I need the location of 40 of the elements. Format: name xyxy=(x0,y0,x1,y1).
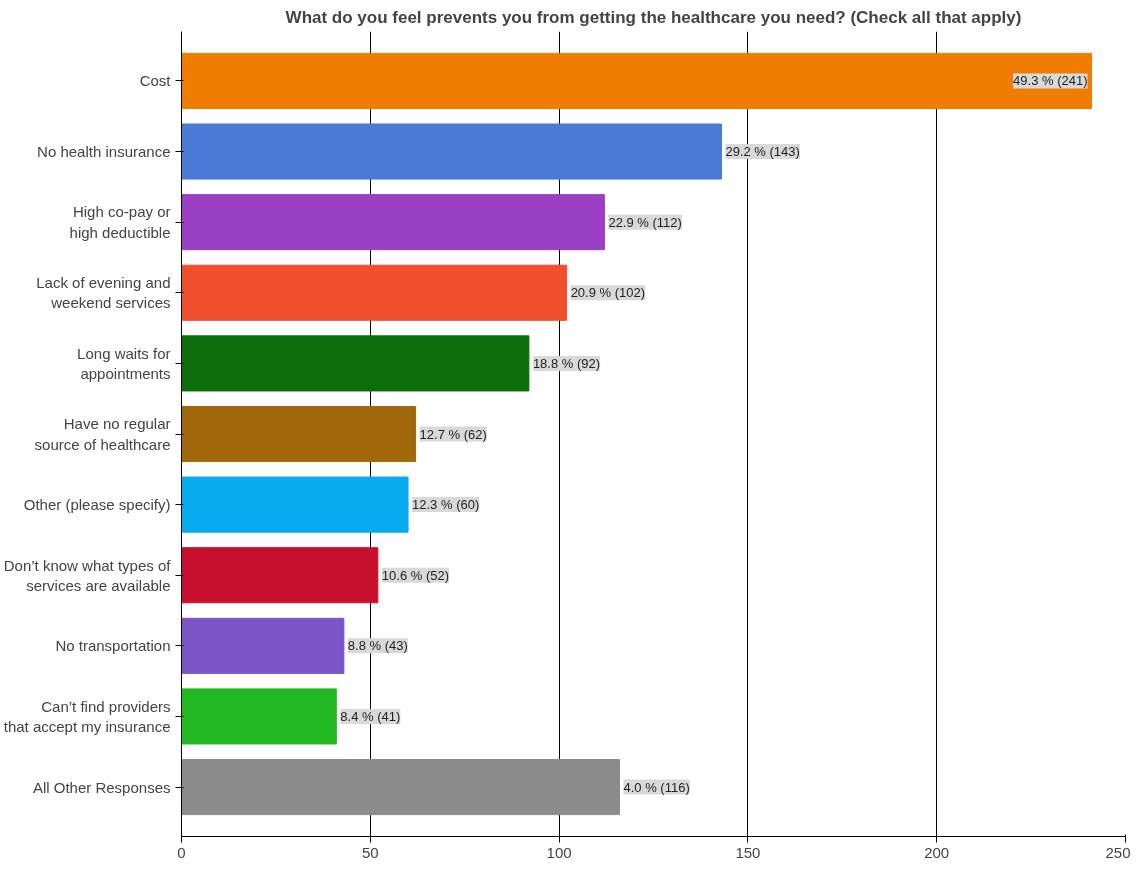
bar xyxy=(181,759,621,816)
y-tick-label: Long waits for appointments xyxy=(77,344,171,383)
bar xyxy=(181,547,379,604)
data-label: 22.9 % (112) xyxy=(608,214,682,230)
bar xyxy=(181,123,722,180)
data-label: 29.2 % (143) xyxy=(725,144,800,160)
data-label: 20.9 % (102) xyxy=(570,285,646,301)
data-label: 4.0 % (116) xyxy=(623,779,690,795)
y-tick-label: All Other Responses xyxy=(32,778,171,796)
y-tick-label: No transportation xyxy=(55,637,171,655)
bar xyxy=(181,405,417,463)
y-tick-label: Lack of evening and weekend services xyxy=(36,274,171,312)
y-tick-label: High co-pay or high deductible xyxy=(69,203,171,241)
x-tick-label: 150 xyxy=(735,843,761,861)
bar xyxy=(181,52,1093,109)
x-tick-label: 200 xyxy=(924,843,950,861)
data-label: 18.8 % (92) xyxy=(532,355,601,371)
bar xyxy=(181,688,337,745)
data-label: 49.3 % (241) xyxy=(1013,73,1088,89)
bar xyxy=(181,617,345,674)
x-tick-label: 100 xyxy=(546,843,572,861)
bar xyxy=(181,335,530,392)
bar xyxy=(181,194,605,251)
data-label: 10.6 % (52) xyxy=(381,567,450,583)
y-tick-label: No health insurance xyxy=(37,143,171,161)
y-tick-label: Can’t find providers that accept my insurance xyxy=(3,697,171,736)
x-tick-label: 0 xyxy=(177,843,186,861)
data-label: 8.4 % (41) xyxy=(340,708,401,724)
data-label: 8.8 % (43) xyxy=(347,638,408,654)
y-tick-label: Other (please specify) xyxy=(23,496,171,514)
bar xyxy=(181,264,568,321)
x-tick-label: 250 xyxy=(1105,843,1131,861)
data-label: 12.7 % (62) xyxy=(419,426,487,442)
y-tick-label: Have no regular source of healthcare xyxy=(34,415,171,453)
y-tick-label: Cost xyxy=(139,72,172,90)
bar xyxy=(181,476,409,533)
x-tick-label: 50 xyxy=(361,843,379,861)
chart-title: What do you feel prevents you from getting the healthcare you need? (Check all that apply) xyxy=(285,7,1022,27)
y-tick-label: Don’t know what types of services are available xyxy=(3,556,172,594)
data-label: 12.3 % (60) xyxy=(412,497,480,513)
